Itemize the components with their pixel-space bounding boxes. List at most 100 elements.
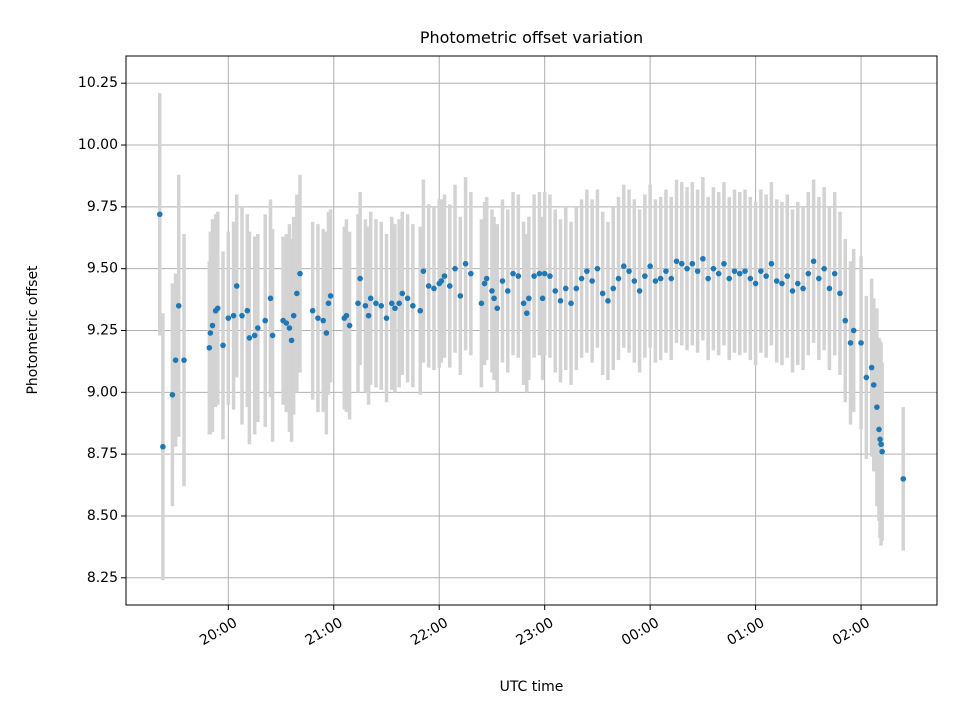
data-point: [504, 288, 511, 294]
y-tick-label: 8.25: [87, 570, 118, 586]
data-point: [325, 300, 332, 307]
x-tick-label: 00:00: [619, 615, 662, 649]
data-point: [367, 295, 374, 302]
data-point: [831, 270, 838, 277]
data-point: [373, 300, 379, 307]
data-point: [837, 290, 843, 297]
data-point: [378, 302, 385, 309]
data-point: [297, 270, 303, 277]
data-point: [789, 288, 796, 294]
data-point: [657, 275, 664, 282]
data-point: [594, 265, 601, 272]
y-tick-label: 8.50: [87, 508, 118, 524]
data-point: [647, 263, 653, 270]
data-point: [515, 273, 522, 279]
data-point: [721, 260, 727, 267]
data-point: [355, 300, 361, 307]
data-point: [526, 295, 532, 302]
data-point: [309, 307, 316, 314]
x-tick-label: 21:00: [303, 615, 346, 649]
data-point: [255, 325, 261, 331]
data-point: [773, 278, 780, 284]
data-point: [489, 288, 495, 294]
x-tick-label: 02:00: [830, 615, 873, 649]
data-point: [251, 332, 258, 339]
data-point: [283, 320, 290, 326]
data-point: [547, 273, 553, 279]
data-point: [805, 270, 812, 277]
data-point: [457, 293, 464, 299]
data-point: [810, 258, 817, 265]
data-point: [399, 290, 406, 297]
data-point: [230, 312, 237, 319]
x-tick-label: 22:00: [408, 615, 451, 649]
data-point: [715, 270, 722, 277]
y-tick-label: 10.00: [78, 137, 118, 153]
data-point: [246, 335, 253, 341]
data-point: [876, 426, 882, 433]
data-point: [441, 273, 448, 279]
data-point: [420, 268, 427, 274]
data-point: [392, 305, 398, 312]
data-point: [794, 280, 801, 287]
data-point: [584, 268, 590, 274]
data-point: [763, 273, 769, 279]
data-point: [478, 300, 485, 307]
data-point: [262, 317, 269, 324]
data-point: [290, 312, 297, 319]
data-point: [244, 307, 251, 314]
data-point: [552, 288, 559, 294]
data-point: [816, 275, 822, 282]
data-point: [207, 330, 214, 336]
data-point: [410, 302, 416, 309]
data-point: [172, 357, 179, 363]
data-point: [752, 280, 759, 287]
data-point: [175, 302, 182, 309]
data-point: [758, 268, 764, 274]
data-point: [742, 268, 748, 274]
y-tick-label: 8.75: [87, 446, 118, 462]
data-point: [536, 270, 543, 277]
data-point: [784, 273, 791, 279]
data-point: [294, 290, 300, 297]
data-point: [541, 270, 548, 277]
data-point: [615, 275, 622, 282]
data-point: [779, 280, 785, 287]
data-point: [343, 312, 350, 319]
data-point: [523, 310, 530, 316]
data-point: [462, 260, 469, 267]
data-points: [156, 211, 907, 482]
data-point: [642, 273, 648, 279]
chart-title: Photometric offset variation: [420, 28, 643, 47]
data-point: [684, 265, 690, 272]
data-point: [710, 265, 717, 272]
data-point: [573, 285, 580, 292]
data-point: [800, 285, 806, 292]
y-tick-label: 10.25: [78, 75, 118, 91]
data-point: [239, 312, 245, 319]
data-point: [663, 268, 669, 274]
data-point: [747, 275, 754, 282]
data-point: [605, 298, 611, 304]
data-point: [562, 285, 569, 292]
data-point: [620, 263, 627, 270]
data-point: [452, 265, 458, 272]
y-tick-label: 9.00: [87, 384, 118, 400]
data-point: [315, 315, 321, 321]
data-point: [357, 275, 363, 282]
data-point: [327, 293, 334, 299]
data-point: [267, 295, 274, 302]
y-tick-label: 9.25: [87, 323, 118, 339]
data-point: [362, 302, 369, 309]
data-point: [731, 268, 738, 274]
data-point: [705, 275, 711, 282]
data-point: [209, 322, 216, 329]
x-tick-label: 01:00: [724, 615, 767, 649]
data-point: [689, 260, 696, 267]
data-point: [388, 300, 395, 307]
data-point: [726, 275, 733, 282]
data-point: [578, 275, 585, 282]
data-point: [156, 211, 163, 218]
data-point: [531, 273, 537, 279]
